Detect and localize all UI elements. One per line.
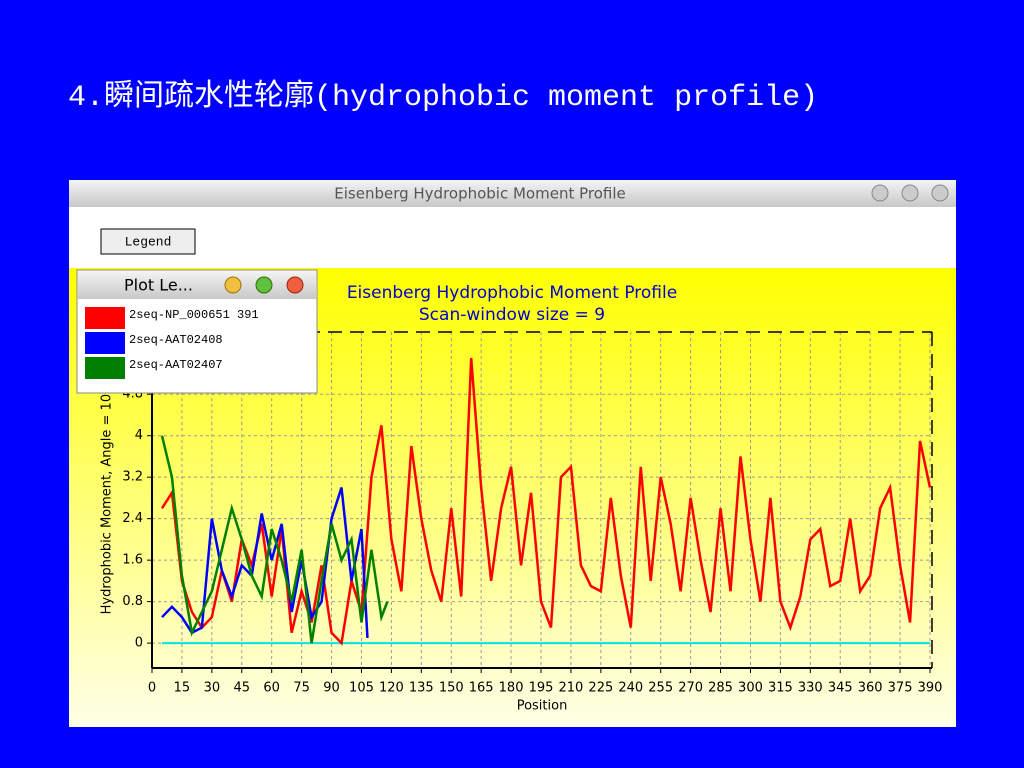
x-tick-label: 30 xyxy=(204,681,221,696)
win-btn[interactable] xyxy=(931,184,949,202)
x-tick-label: 15 xyxy=(174,681,191,696)
x-tick-label: 165 xyxy=(469,681,494,696)
x-tick-label: 375 xyxy=(888,681,913,696)
legend-swatch xyxy=(85,332,125,354)
popup-btn[interactable] xyxy=(286,276,304,294)
chart-title: Eisenberg Hydrophobic Moment Profile xyxy=(347,283,677,303)
x-tick-label: 120 xyxy=(379,681,404,696)
x-tick-label: 150 xyxy=(439,681,464,696)
data-line xyxy=(160,435,389,644)
window-title: Eisenberg Hydrophobic Moment Profile xyxy=(334,185,626,203)
legend-popup: Plot Le... 2seq-NP_000651 391 2seq-AAT024… xyxy=(76,269,318,394)
x-tick-label: 240 xyxy=(618,681,643,696)
x-axis-label: Position xyxy=(517,699,568,714)
popup-btn[interactable] xyxy=(224,276,242,294)
x-tick-label: 195 xyxy=(529,681,554,696)
y-tick-label: 0.8 xyxy=(122,594,143,609)
legend-label: 2seq-AAT02407 xyxy=(129,358,223,372)
popup-title-bar xyxy=(78,271,316,299)
x-tick-label: 45 xyxy=(233,681,250,696)
x-tick-label: 255 xyxy=(648,681,673,696)
x-tick-label: 360 xyxy=(858,681,883,696)
y-tick-label: 4 xyxy=(135,428,143,443)
x-tick-label: 315 xyxy=(768,681,793,696)
data-line xyxy=(161,487,369,638)
legend-label: 2seq-AAT02408 xyxy=(129,333,223,347)
x-tick-label: 225 xyxy=(588,681,613,696)
y-tick-label: 1.6 xyxy=(122,553,143,568)
x-tick-label: 285 xyxy=(708,681,733,696)
win-btn[interactable] xyxy=(871,184,889,202)
popup-btn[interactable] xyxy=(255,276,273,294)
x-tick-label: 210 xyxy=(559,681,584,696)
x-tick-label: 135 xyxy=(409,681,434,696)
button-label: Legend xyxy=(125,234,172,249)
x-tick-label: 345 xyxy=(828,681,853,696)
x-tick-label: 105 xyxy=(349,681,374,696)
x-tick-label: 330 xyxy=(798,681,823,696)
y-tick-label: 2.4 xyxy=(122,511,143,526)
x-tick-label: 180 xyxy=(499,681,524,696)
data-line xyxy=(160,357,932,646)
slide-title: 4.瞬间疏水性轮廓(hydrophobic moment profile) xyxy=(68,79,818,115)
popup-title: Plot Le... xyxy=(124,276,193,295)
legend-button[interactable] xyxy=(100,228,196,255)
legend-swatch xyxy=(85,357,125,379)
y-axis-label: Hydrophobic Moment, Angle = 100 xyxy=(100,386,115,615)
x-tick-label: 300 xyxy=(738,681,763,696)
x-tick-label: 90 xyxy=(323,681,340,696)
legend-swatch xyxy=(85,307,125,329)
x-tick-label: 0 xyxy=(148,681,156,696)
x-tick-label: 75 xyxy=(293,681,310,696)
x-tick-label: 390 xyxy=(918,681,943,696)
y-tick-label: 0 xyxy=(135,636,143,651)
legend-label: 2seq-NP_000651 391 xyxy=(129,308,259,322)
x-tick-label: 270 xyxy=(678,681,703,696)
chart-subtitle: Scan-window size = 9 xyxy=(419,305,605,325)
title-bar xyxy=(69,180,956,207)
window-controls xyxy=(871,184,949,202)
chart: Eisenberg Hydrophobic Moment ProfileScan… xyxy=(100,283,943,714)
y-tick-label: 3.2 xyxy=(122,470,143,485)
x-tick-label: 60 xyxy=(263,681,280,696)
win-btn[interactable] xyxy=(901,184,919,202)
